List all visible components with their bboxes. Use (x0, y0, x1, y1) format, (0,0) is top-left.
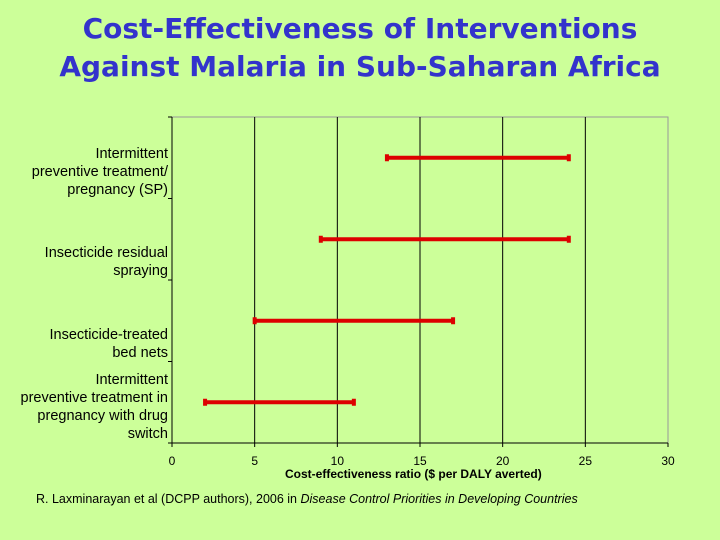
slide-title: Cost-Effectiveness of Interventions Agai… (0, 10, 720, 86)
range-bar-high-cap (566, 235, 571, 243)
x-tick-label: 30 (661, 454, 675, 468)
category-label: Insecticide residual spraying (0, 244, 168, 280)
x-tick-label: 10 (331, 454, 345, 468)
range-bar-low-cap (252, 317, 257, 325)
category-label-line: switch (127, 426, 168, 442)
category-label: Intermittent preventive treatment in pregn… (0, 371, 169, 443)
category-label-line: Intermittent (95, 145, 168, 162)
title-line-1: Cost-Effectiveness of Interventions (82, 12, 638, 45)
x-axis-label: Cost-effectiveness ratio ($ per DALY ave… (285, 467, 542, 481)
range-bar-low-cap (203, 398, 208, 406)
category-label-line: pregnancy with drug (37, 408, 168, 424)
x-tick-label: 15 (413, 454, 427, 468)
category-label-line: preventive treatment in (20, 390, 169, 406)
category-label-line: pregnancy (SP) (67, 181, 168, 198)
category-label-line: Insecticide residual (44, 245, 168, 261)
x-tick-label: 25 (579, 454, 593, 468)
category-label: Insecticide-treated bed nets (0, 326, 168, 362)
citation-prefix: R. Laxminarayan et al (DCPP authors), 20… (36, 492, 301, 506)
category-label-line: Insecticide-treated (49, 326, 168, 343)
category-label-line: Intermittent (95, 372, 168, 388)
citation-source: Disease Control Priorities in Developing… (300, 492, 578, 506)
category-label: Intermittent preventive treatment/pregnan… (0, 145, 168, 199)
category-label-line: preventive treatment/ (31, 163, 168, 180)
range-bar-low-cap (384, 154, 389, 162)
x-tick-label: 20 (496, 454, 510, 468)
range-bar-high-cap (351, 398, 356, 406)
category-label-line: bed nets (112, 344, 168, 361)
range-bar-low-cap (318, 235, 323, 243)
range-bar-high-cap (451, 317, 456, 325)
x-tick-label: 0 (169, 454, 176, 468)
range-bar-high-cap (566, 154, 571, 162)
citation: R. Laxminarayan et al (DCPP authors), 20… (36, 492, 578, 506)
title-line-2: Against Malaria in Sub-Saharan Africa (59, 50, 661, 83)
category-label-line: spraying (113, 263, 168, 279)
x-tick-label: 5 (251, 454, 258, 468)
